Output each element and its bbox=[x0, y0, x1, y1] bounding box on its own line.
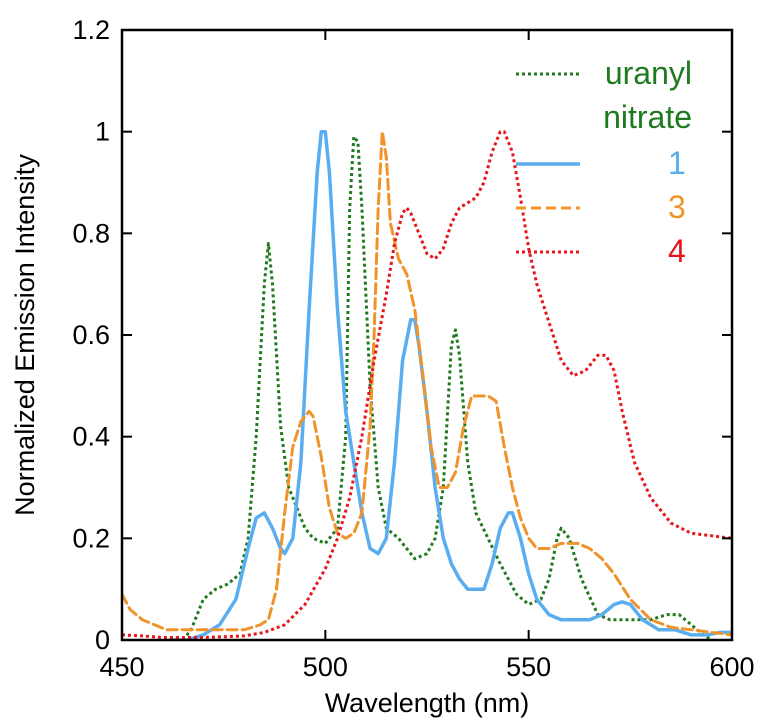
series-line-1 bbox=[181, 135, 713, 640]
legend-label-1: nitrate bbox=[603, 99, 692, 135]
legend: uranyl nitrate 1 3 4 bbox=[516, 55, 692, 269]
y-axis-title: Normalized Emission Intensity bbox=[10, 154, 40, 516]
legend-label-2: 1 bbox=[668, 145, 686, 181]
legend-label-4: 4 bbox=[668, 233, 686, 269]
series-line-4 bbox=[122, 130, 732, 639]
x-tick-label: 500 bbox=[303, 652, 348, 682]
y-tick-label: 0.8 bbox=[72, 218, 110, 248]
x-tick-label: 450 bbox=[99, 652, 144, 682]
tick-labels-layer: 450 500 550 600 0 0.2 0.4 0.6 0.8 1 1.2 bbox=[72, 15, 754, 682]
x-axis-title: Wavelength (nm) bbox=[325, 688, 530, 718]
ticks-layer bbox=[121, 29, 733, 641]
series-line-2 bbox=[169, 129, 732, 640]
y-tick-label: 1.2 bbox=[72, 15, 110, 45]
legend-label-1: uranyl bbox=[605, 55, 692, 91]
x-tick-label: 550 bbox=[506, 652, 551, 682]
y-tick-label: 0.4 bbox=[72, 422, 110, 452]
y-tick-label: 0 bbox=[95, 625, 110, 655]
y-tick-label: 0.6 bbox=[72, 320, 110, 350]
y-tick-label: 1 bbox=[95, 117, 110, 147]
series-line-3 bbox=[122, 130, 732, 637]
legend-label-3: 3 bbox=[668, 189, 686, 225]
y-tick-label: 0.2 bbox=[72, 523, 110, 553]
series-layer bbox=[122, 129, 732, 640]
x-tick-label: 600 bbox=[709, 652, 754, 682]
